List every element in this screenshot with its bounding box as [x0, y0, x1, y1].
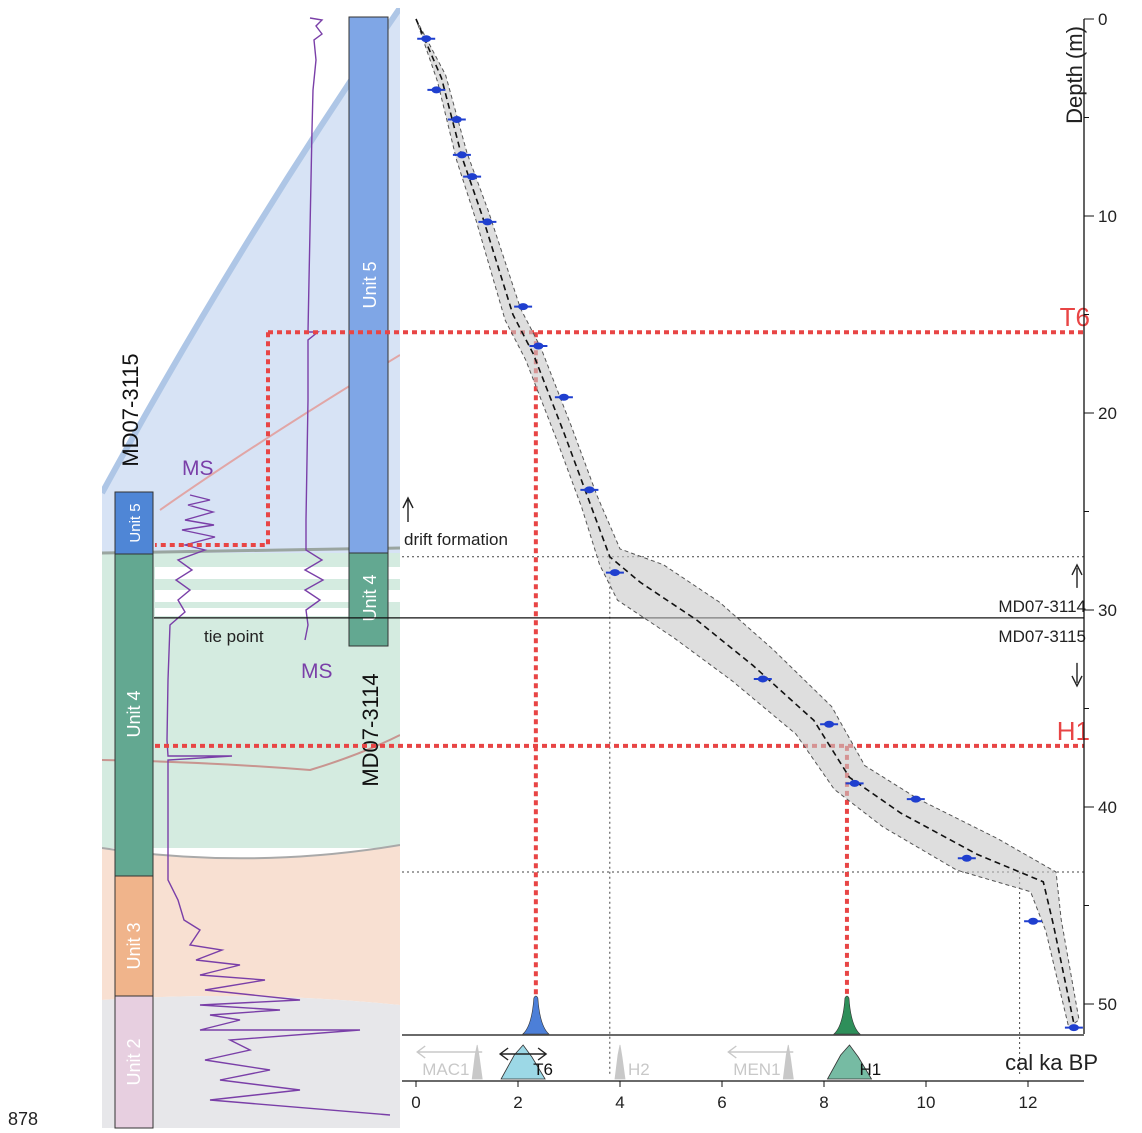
x-tick-label: 4	[615, 1093, 624, 1112]
drift-formation-label: drift formation	[404, 530, 508, 549]
x-axis-title: cal ka BP	[1005, 1050, 1098, 1075]
median-age-model-line	[415, 18, 1075, 1024]
confidence-interval-band	[415, 18, 1080, 1029]
y-tick-label: 30	[1098, 601, 1117, 620]
event-strip-label: H2	[628, 1060, 650, 1079]
tie-point-label: tie point	[204, 627, 264, 646]
left-core-unit-3-label: Unit 3	[124, 922, 144, 969]
event-strip-pdf	[471, 1044, 483, 1080]
y-tick-label: 20	[1098, 404, 1117, 423]
confidence-band	[415, 18, 1080, 1029]
right-core-column: Unit 5 Unit 4	[348, 16, 389, 647]
left-core-unit-3-block	[114, 875, 154, 997]
event-strip-pdf	[500, 1044, 546, 1080]
dated-sample-point	[451, 115, 462, 123]
horizon-label: H1	[1057, 716, 1090, 746]
arrow-up-icon	[402, 496, 414, 522]
core-gap	[155, 590, 400, 602]
x-tick-label: 6	[717, 1093, 726, 1112]
y-tick-label: 10	[1098, 207, 1117, 226]
left-core-unit-5-block	[114, 491, 154, 555]
event-strip-label: MEN1	[733, 1060, 780, 1079]
dated-sample-point	[910, 795, 921, 803]
core-label-md07-3114: MD07-3114	[358, 673, 383, 786]
event-strip-label: T6	[533, 1060, 553, 1079]
right-core-unit-4-block	[348, 552, 389, 647]
dated-sample-point	[824, 720, 835, 728]
dated-sample-point	[533, 342, 544, 350]
ms-curve-right	[303, 17, 325, 641]
x-tick-label: 12	[1019, 1093, 1038, 1112]
left-core-unit-2-label: Unit 2	[124, 1038, 144, 1085]
axes: 0 2 4 6 8 10 12 0 10 20 30 40 50	[402, 10, 1117, 1112]
dated-samples	[417, 35, 1083, 1032]
left-core-column: Unit 5 Unit 4 Unit 3 Unit 2	[114, 491, 154, 1129]
event-strip-pdf	[826, 1044, 873, 1080]
ms-label-right: MS	[301, 660, 333, 683]
y-tick-label: 50	[1098, 995, 1117, 1014]
dated-sample-point	[467, 173, 478, 181]
ms-label-left: MS	[182, 457, 214, 480]
left-core-unit-4-label: Unit 4	[124, 690, 144, 737]
event-strip-pdf	[782, 1044, 794, 1080]
seismic-reflector	[102, 734, 400, 772]
event-age-pdf	[833, 995, 861, 1035]
dated-sample-point	[1028, 917, 1039, 925]
age-depth-chart: MAC1 T6 H2 MEN1 H1 MD07-3114 MD07-3115 T6 H1 0 2…	[154, 10, 1117, 1112]
left-core-unit-5-label: Unit 5	[127, 503, 144, 542]
right-core-unit-5-block	[348, 16, 389, 554]
dated-sample-point	[1068, 1024, 1079, 1032]
core-boundary-lower-label: MD07-3115	[998, 627, 1086, 646]
core-boundary-upper-label: MD07-3114	[998, 597, 1086, 616]
range-arrow-icon	[498, 1047, 548, 1061]
dated-sample-point	[421, 35, 432, 43]
left-core-unit-2-block	[114, 995, 154, 1129]
dated-sample-point	[961, 854, 972, 862]
left-core-unit-4-block	[114, 553, 154, 877]
event-strip-label: H1	[860, 1060, 882, 1079]
seismic-core-panel: Unit 5 Unit 4 Unit 3 Unit 2 Unit 5 Unit …	[102, 8, 400, 1129]
core-label-md07-3115: MD07-3115	[118, 353, 143, 466]
dated-sample-point	[849, 779, 860, 787]
y-axis-title: Depth (m)	[1062, 26, 1087, 124]
horizon-tie-line	[155, 332, 270, 547]
dated-sample-point	[558, 393, 569, 401]
dated-sample-point	[518, 303, 529, 311]
event-age-pdfs	[522, 995, 861, 1035]
seismic-blue-layer	[102, 8, 400, 553]
dated-sample-point	[456, 151, 467, 159]
x-tick-label: 10	[917, 1093, 936, 1112]
arrow-left-icon	[416, 1045, 483, 1059]
seismic-grey-layer	[102, 996, 400, 1128]
page-number: 878	[8, 1109, 38, 1129]
x-tick-label: 8	[819, 1093, 828, 1112]
event-strip-label: MAC1	[422, 1060, 469, 1079]
x-tick-label: 2	[513, 1093, 522, 1112]
horizon-label: T6	[1060, 302, 1090, 332]
dated-sample-point	[757, 675, 768, 683]
arrow-down-icon	[1071, 662, 1083, 688]
core-gap	[155, 567, 400, 579]
event-age-pdf	[522, 995, 550, 1035]
event-strip-pdf	[614, 1044, 626, 1080]
arrow-up-icon	[1071, 563, 1083, 588]
dated-sample-point	[584, 486, 595, 494]
ms-curve-left	[166, 494, 391, 1116]
x-tick-label: 0	[411, 1093, 420, 1112]
right-core-unit-5-label: Unit 5	[360, 261, 380, 308]
arrow-left-icon	[727, 1045, 794, 1059]
y-tick-label: 40	[1098, 798, 1117, 817]
right-core-unit-4-label: Unit 4	[360, 574, 380, 621]
y-tick-label: 0	[1098, 10, 1107, 29]
core-gap	[155, 608, 350, 616]
dated-sample-point	[609, 569, 620, 577]
seismic-orange-layer	[102, 845, 400, 1005]
dated-sample-point	[482, 218, 493, 226]
dated-sample-point	[431, 86, 442, 94]
event-strip-background: MAC1 T6 H2 MEN1 H1	[402, 1034, 1084, 1080]
